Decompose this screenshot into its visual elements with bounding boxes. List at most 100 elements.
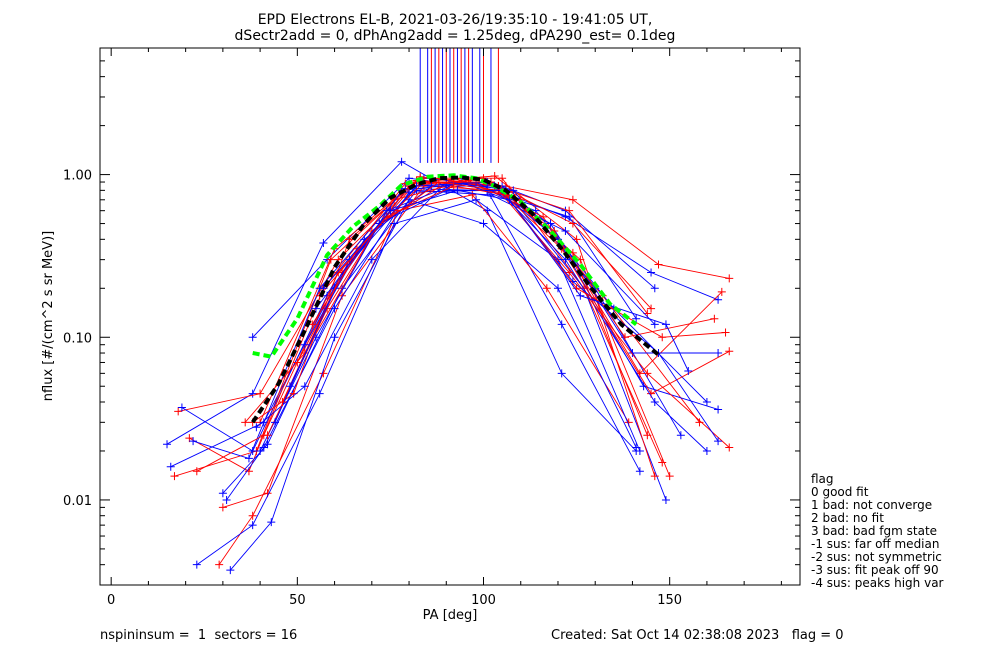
- data-point: [632, 314, 641, 323]
- data-point: [244, 454, 253, 463]
- data-series: [192, 195, 644, 569]
- data-point: [263, 440, 272, 449]
- data-series: [185, 178, 652, 476]
- data-point: [248, 333, 257, 342]
- chart-title: EPD Electrons EL-B, 2021-03-26/19:35:10 …: [258, 12, 653, 28]
- x-axis-ticks: 0 50 100 150: [107, 48, 782, 608]
- data-series: [308, 178, 734, 452]
- data-point: [174, 407, 183, 416]
- series-line: [323, 189, 689, 372]
- data-point: [226, 566, 235, 575]
- data-point: [553, 284, 562, 293]
- x-tick-label: 150: [657, 593, 682, 608]
- data-point: [330, 333, 339, 342]
- y-tick-label: 0.10: [63, 331, 92, 346]
- data-point: [676, 431, 685, 440]
- series-line: [281, 177, 723, 403]
- legend-entry: -1 sus: far off median: [811, 537, 939, 551]
- legend-title: flag: [811, 472, 834, 486]
- data-series: [177, 178, 659, 455]
- data-point: [725, 274, 734, 283]
- data-point: [565, 268, 574, 277]
- footer-spin-info: nspininsum = 1 sectors = 16: [100, 628, 298, 643]
- data-point: [654, 260, 663, 269]
- data-point: [665, 472, 674, 481]
- data-point: [248, 389, 257, 398]
- data-point: [568, 195, 577, 204]
- chart-subtitle: dSectr2add = 0, dPhAng2add = 1.25deg, dP…: [235, 28, 676, 44]
- data-point: [509, 186, 518, 195]
- data-series: [163, 157, 641, 455]
- data-point: [453, 186, 462, 195]
- data-point: [386, 206, 395, 215]
- data-point: [263, 431, 272, 440]
- data-point: [300, 340, 309, 349]
- data-point: [479, 219, 488, 228]
- data-point: [546, 219, 555, 228]
- data-point: [498, 174, 507, 183]
- data-point: [163, 440, 172, 449]
- data-point: [565, 212, 574, 221]
- data-point: [647, 268, 656, 277]
- data-point: [177, 403, 186, 412]
- series-line: [315, 189, 719, 442]
- data-point: [576, 291, 585, 300]
- data-point: [434, 178, 443, 187]
- data-point: [252, 423, 261, 432]
- legend-entry: -4 sus: peaks high var: [811, 576, 944, 590]
- data-point: [192, 560, 201, 569]
- legend-entry: 2 bad: no fit: [811, 511, 884, 525]
- data-point: [267, 518, 276, 527]
- data-point: [319, 238, 328, 247]
- data-point: [271, 418, 279, 427]
- data-point: [658, 333, 667, 342]
- data-point: [650, 397, 659, 406]
- data-point: [684, 367, 693, 376]
- data-series: [278, 174, 726, 406]
- data-point: [714, 295, 723, 304]
- data-point: [643, 369, 652, 378]
- x-axis-label: PA [deg]: [423, 608, 478, 623]
- y-tick-label: 0.01: [63, 494, 92, 509]
- data-series: [222, 186, 644, 504]
- data-point: [256, 389, 265, 398]
- series-line: [222, 189, 656, 494]
- data-point: [248, 511, 257, 520]
- data-series: [256, 176, 734, 427]
- data-point: [650, 320, 659, 329]
- data-point: [650, 284, 659, 293]
- data-point: [647, 304, 656, 313]
- data-point: [222, 495, 231, 504]
- x-tick-label: 50: [289, 593, 306, 608]
- data-point: [397, 157, 406, 166]
- footer-created: Created: Sat Oct 14 02:38:08 2023 flag =…: [551, 628, 844, 643]
- data-point: [714, 405, 723, 414]
- data-point: [472, 195, 481, 204]
- legend-entry: 3 bad: bad fgm state: [811, 524, 937, 538]
- data-point: [215, 560, 224, 569]
- data-point: [218, 503, 227, 512]
- data-point: [725, 347, 734, 356]
- data-point: [278, 397, 287, 406]
- data-point: [248, 521, 257, 530]
- data-point: [166, 462, 175, 471]
- data-point: [192, 467, 201, 476]
- data-series: [293, 178, 734, 398]
- data-point: [326, 255, 335, 264]
- data-point: [218, 489, 227, 498]
- data-point: [542, 284, 551, 293]
- data-point: [170, 472, 179, 481]
- data-point: [632, 443, 641, 452]
- data-series: [166, 174, 670, 504]
- data-point: [695, 418, 704, 427]
- data-point: [721, 328, 730, 337]
- data-point: [382, 212, 391, 221]
- plot-frame: [99, 47, 801, 586]
- data-series: [215, 190, 633, 569]
- data-point: [650, 472, 659, 481]
- data-point: [468, 190, 477, 199]
- data-point: [490, 172, 499, 181]
- series-line: [274, 181, 719, 423]
- data-point: [427, 182, 436, 191]
